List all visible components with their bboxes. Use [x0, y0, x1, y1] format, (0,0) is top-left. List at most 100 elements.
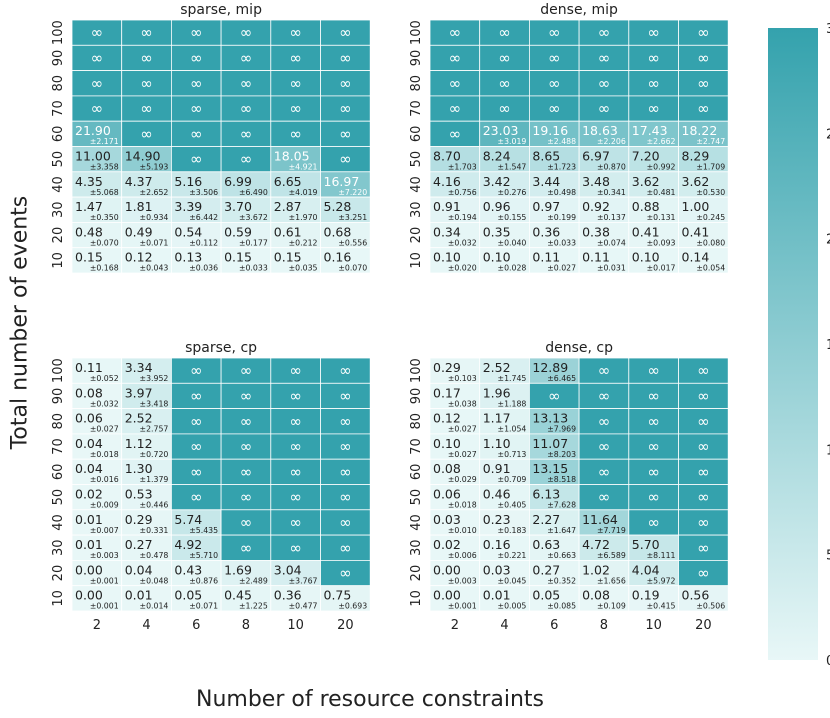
cell-value-label: 0.53 [125, 487, 153, 502]
heatmap-cell [320, 382, 371, 409]
heatmap-cell [578, 196, 630, 223]
cell-error-label: ±0.027 [448, 450, 477, 459]
cell-error-label: ±0.556 [338, 238, 367, 247]
heatmap-cell [429, 509, 481, 536]
infinity-label: ∞ [289, 24, 302, 42]
infinity-label: ∞ [190, 150, 203, 168]
heatmap-cell [170, 171, 222, 198]
cell-error-label: ±0.085 [547, 602, 576, 611]
cell-error-label: ±0.016 [90, 475, 119, 484]
infinity-label: ∞ [289, 125, 302, 143]
infinity-label: ∞ [449, 125, 462, 143]
cell-error-label: ±1.656 [597, 576, 626, 585]
heatmap-cell [170, 408, 222, 435]
cell-error-label: ±0.018 [90, 450, 119, 459]
heatmap-cell [529, 196, 580, 223]
heatmap-cell [429, 534, 481, 561]
cell-value-label: 0.00 [75, 588, 103, 603]
heatmap-cell [71, 120, 123, 147]
infinity-label: ∞ [240, 438, 253, 456]
heatmap-cell [220, 433, 272, 460]
y-tick-label: 90 [409, 388, 424, 405]
infinity-label: ∞ [289, 488, 302, 506]
heatmap-cell [578, 458, 630, 485]
heatmap-cell [220, 196, 272, 223]
infinity-label: ∞ [449, 74, 462, 92]
heatmap-cell [678, 171, 729, 198]
heatmap-cell [578, 560, 630, 587]
colorbar-tick-label: 5 [826, 549, 830, 564]
x-tick-label: 4 [500, 618, 508, 633]
cell-value-label: 0.56 [682, 588, 710, 603]
infinity-label: ∞ [647, 362, 660, 380]
cell-error-label: ±0.212 [289, 238, 318, 247]
cell-value-label: 5.70 [632, 537, 660, 552]
heatmap-cell [121, 120, 172, 147]
cell-value-label: 1.12 [125, 436, 153, 451]
heatmap-cell [320, 70, 371, 97]
heatmap-cell [170, 458, 222, 485]
cell-error-label: ±3.672 [239, 213, 268, 222]
cell-value-label: 0.16 [483, 537, 511, 552]
heatmap-cell [678, 247, 729, 274]
cell-error-label: ±0.477 [289, 602, 318, 611]
x-tick-label: 8 [600, 618, 608, 633]
cell-value-label: 0.06 [75, 411, 103, 426]
infinity-label: ∞ [449, 100, 462, 118]
heatmap-cell [578, 19, 630, 46]
cell-error-label: ±0.048 [140, 576, 169, 585]
cell-error-label: ±1.379 [140, 475, 169, 484]
heatmap-cell [170, 484, 222, 511]
cell-value-label: 3.97 [125, 385, 153, 400]
cell-error-label: ±8.203 [547, 450, 576, 459]
cell-error-label: ±0.029 [448, 475, 477, 484]
heatmap-cell [479, 196, 530, 223]
x-tick-label: 10 [645, 618, 662, 633]
cell-value-label: 3.42 [483, 174, 511, 189]
cell-error-label: ±0.137 [597, 213, 626, 222]
cell-error-label: ±0.043 [140, 264, 169, 273]
infinity-label: ∞ [289, 463, 302, 481]
cell-error-label: ±0.052 [90, 374, 119, 383]
heatmap-cell [628, 196, 679, 223]
infinity-label: ∞ [598, 488, 611, 506]
infinity-label: ∞ [647, 74, 660, 92]
cell-error-label: ±0.934 [140, 213, 169, 222]
cell-value-label: 13.13 [532, 411, 568, 426]
cell-value-label: 18.22 [682, 123, 718, 138]
colorbar-tick-label: 10 [826, 443, 830, 458]
heatmap-cell [320, 196, 371, 223]
infinity-label: ∞ [240, 463, 253, 481]
cell-value-label: 14.90 [125, 149, 161, 164]
cell-error-label: ±5.710 [189, 551, 218, 560]
y-axis-label: Total number of events [7, 195, 33, 450]
y-tick-label: 100 [409, 20, 424, 45]
y-tick-label: 80 [51, 413, 66, 430]
cell-value-label: 0.36 [274, 588, 302, 603]
cell-value-label: 12.89 [532, 360, 568, 375]
cell-error-label: ±0.080 [696, 238, 725, 247]
cell-error-label: ±2.206 [597, 137, 626, 146]
heatmap-cell [628, 120, 679, 147]
heatmap-cell [71, 247, 123, 274]
y-tick-label: 90 [51, 50, 66, 67]
cell-value-label: 0.08 [582, 588, 610, 603]
cell-error-label: ±4.921 [289, 163, 318, 172]
cell-value-label: 0.10 [433, 250, 461, 265]
cell-value-label: 3.44 [532, 174, 560, 189]
cell-value-label: 5.28 [324, 199, 352, 214]
heatmap-cell [121, 171, 172, 198]
y-tick-label: 30 [51, 539, 66, 556]
cell-value-label: 4.92 [174, 537, 202, 552]
y-tick-label: 30 [51, 201, 66, 218]
heatmap-cell [320, 44, 371, 71]
heatmap-cell [220, 484, 272, 511]
heatmap-cell [320, 433, 371, 460]
cell-error-label: ±3.952 [140, 374, 169, 383]
y-tick-label: 100 [51, 20, 66, 45]
infinity-label: ∞ [598, 387, 611, 405]
infinity-label: ∞ [598, 362, 611, 380]
infinity-label: ∞ [697, 564, 710, 582]
infinity-label: ∞ [598, 49, 611, 67]
heatmap-cell [479, 247, 530, 274]
